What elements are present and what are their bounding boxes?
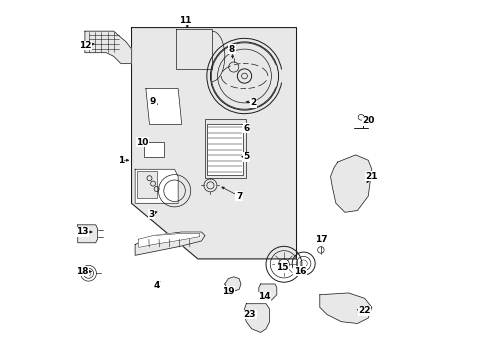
Text: 20: 20: [361, 116, 374, 125]
FancyBboxPatch shape: [144, 142, 163, 157]
Text: 13: 13: [76, 228, 88, 237]
Text: 10: 10: [136, 138, 148, 147]
Text: 6: 6: [243, 123, 249, 132]
Polygon shape: [330, 155, 371, 212]
Text: 12: 12: [79, 41, 91, 50]
Polygon shape: [131, 28, 296, 259]
Text: 19: 19: [222, 287, 234, 296]
Polygon shape: [78, 225, 97, 243]
Polygon shape: [258, 284, 276, 300]
Polygon shape: [244, 304, 269, 332]
Text: 11: 11: [179, 16, 191, 25]
Text: 16: 16: [293, 267, 305, 276]
Polygon shape: [135, 169, 178, 203]
Polygon shape: [139, 233, 199, 247]
Text: 2: 2: [250, 98, 256, 107]
Polygon shape: [145, 89, 182, 125]
Polygon shape: [224, 277, 241, 291]
Text: 22: 22: [358, 306, 370, 315]
Polygon shape: [135, 232, 204, 255]
Text: 7: 7: [235, 192, 242, 201]
FancyBboxPatch shape: [204, 119, 246, 178]
Text: 3: 3: [148, 210, 154, 219]
Text: 4: 4: [153, 281, 160, 290]
Text: 21: 21: [365, 172, 377, 181]
Text: 1: 1: [118, 156, 123, 165]
Text: 14: 14: [257, 292, 270, 301]
Polygon shape: [319, 293, 371, 323]
Text: 18: 18: [76, 267, 88, 276]
Polygon shape: [85, 31, 131, 63]
FancyBboxPatch shape: [206, 125, 242, 175]
Text: 17: 17: [315, 235, 327, 244]
Text: 9: 9: [149, 96, 156, 105]
Polygon shape: [176, 30, 212, 69]
FancyBboxPatch shape: [137, 171, 156, 198]
Text: 8: 8: [228, 45, 235, 54]
Text: 23: 23: [243, 310, 256, 319]
Text: 5: 5: [243, 152, 249, 161]
Text: 15: 15: [275, 264, 288, 273]
